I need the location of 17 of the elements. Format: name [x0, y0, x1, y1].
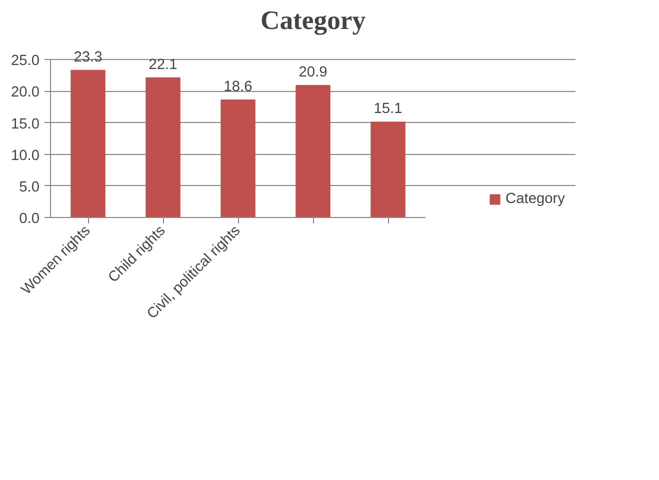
y-tick-label: 0.0: [19, 211, 40, 227]
chart-title: Category: [260, 5, 366, 35]
data-label: 15.1: [374, 101, 402, 118]
y-tick-label: 25.0: [10, 53, 40, 70]
bar: [296, 85, 330, 218]
data-label: 18.6: [224, 79, 252, 96]
bar: [220, 100, 256, 218]
y-tick-label: 10.0: [10, 148, 40, 164]
bar: [370, 122, 406, 218]
bar: [70, 70, 106, 218]
bar: [146, 77, 180, 218]
y-tick-label: 20.0: [10, 84, 40, 101]
y-tick-label: 15.0: [10, 116, 40, 132]
data-label: 20.9: [298, 64, 328, 80]
legend-label: Category: [506, 191, 565, 207]
y-tick-label: 5.0: [19, 179, 40, 196]
data-label: 22.1: [148, 56, 178, 73]
